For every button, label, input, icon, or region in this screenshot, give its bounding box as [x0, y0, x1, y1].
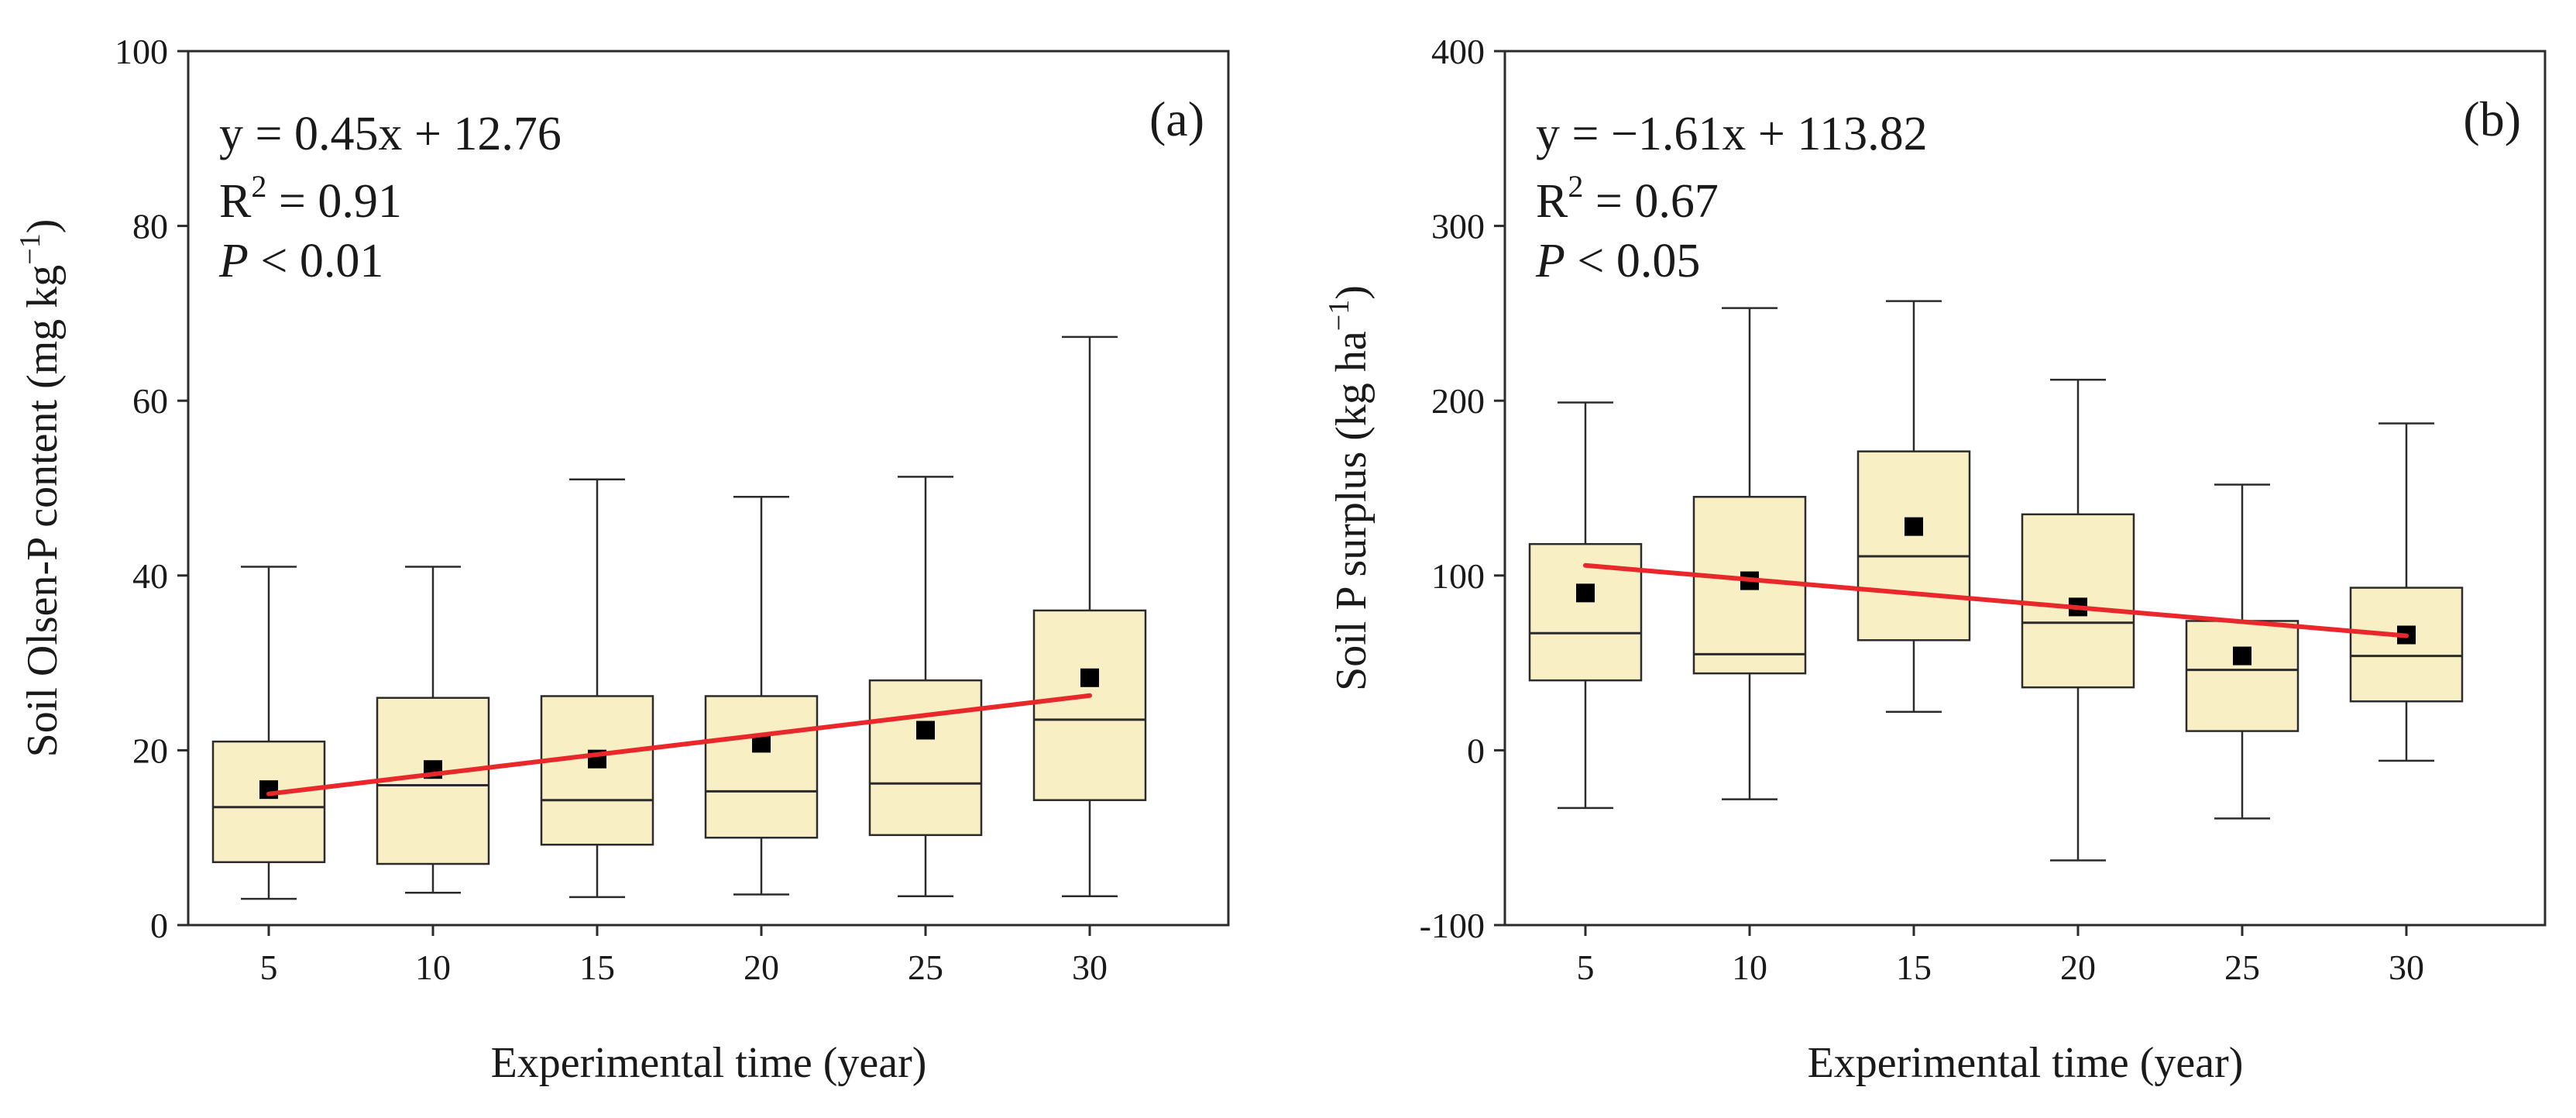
panel-b-label: (b) — [2463, 91, 2521, 146]
panel-a-x-tick-label: 10 — [415, 948, 451, 987]
panel-b-plot-frame — [1503, 50, 2547, 927]
panel-a-equation: y = 0.45x + 12.76 — [219, 108, 562, 160]
mean-marker — [1905, 517, 1923, 536]
panel-a-x-tick-label: 25 — [908, 948, 943, 987]
panel-b-regression — [1583, 562, 2409, 638]
panel-a-box-25 — [868, 476, 983, 898]
iqr-box — [2349, 587, 2464, 703]
panel-a-olsen-p: 0 20 40 60 80 100 5 10 15 20 25 30 (a) y = 0.45x +… — [14, 32, 1230, 1087]
panel-a-x-tick-label: 15 — [579, 948, 615, 987]
panel-a-x-tick-label: 5 — [260, 948, 278, 987]
mean-marker — [2233, 646, 2251, 666]
panel-a-x-axis-title: Experimental time (year) — [491, 1039, 927, 1087]
panel-b-regression-line — [1583, 562, 2409, 638]
panel-a-box-30 — [1032, 335, 1147, 898]
panel-a-p-value: P < 0.01 — [218, 235, 383, 287]
panel-b-p-value: P < 0.05 — [1535, 235, 1700, 287]
panel-a-y-tick-label: 100 — [115, 32, 168, 71]
panel-b-y-tick-label: 0 — [1467, 731, 1485, 770]
panel-b-y-tick-label: -100 — [1420, 906, 1485, 945]
iqr-box — [2185, 620, 2300, 732]
panel-a-y-tick-label: 80 — [132, 207, 168, 246]
panel-a-y-tick-label: 20 — [132, 731, 168, 770]
panel-a-box-20 — [704, 496, 819, 896]
panel-a-plot-frame — [187, 50, 1230, 927]
panel-b-x-axis: 5 10 15 20 25 30 — [1577, 925, 2424, 987]
panel-b-y-axis: -100 0 100 200 300 400 — [1420, 32, 1505, 945]
panel-b-box-10 — [1692, 307, 1807, 800]
mean-marker — [916, 721, 935, 740]
iqr-box — [540, 695, 654, 846]
panel-a-x-tick-label: 30 — [1072, 948, 1108, 987]
panel-b-r-squared: R2 = 0.67 — [1536, 169, 1719, 228]
panel-a-y-axis: 0 20 40 60 80 100 — [115, 32, 188, 945]
panel-b-y-tick-label: 400 — [1431, 32, 1485, 71]
panel-a-box-5 — [211, 566, 326, 900]
panel-b-box-30 — [2349, 422, 2464, 762]
panel-b-x-tick-label: 25 — [2224, 948, 2260, 987]
panel-a-x-axis: 5 10 15 20 25 30 — [260, 925, 1108, 987]
panel-b-box-25 — [2185, 483, 2300, 820]
panel-b-box-15 — [1856, 300, 1971, 714]
panel-b-y-tick-label: 200 — [1431, 381, 1485, 421]
panel-b-box-20 — [2021, 378, 2135, 862]
mean-marker — [1080, 668, 1099, 687]
panel-b-equation: y = −1.61x + 113.82 — [1536, 108, 1928, 160]
panel-a-box-10 — [376, 566, 490, 894]
panel-b-x-tick-label: 5 — [1577, 948, 1595, 987]
iqr-box — [211, 740, 326, 864]
iqr-box — [868, 679, 983, 837]
panel-b-p-surplus: -100 0 100 200 300 400 5 10 15 20 25 30 (b) y = −1… — [1323, 32, 2547, 1087]
panel-b-x-axis-title: Experimental time (year) — [1808, 1039, 2244, 1087]
panel-a-y-axis-title: Soil Olsen-P content (mg kg−1) — [14, 219, 67, 758]
panel-a-y-tick-label: 60 — [132, 381, 168, 421]
panel-a-regression-line — [266, 693, 1092, 796]
panel-a-y-tick-label: 0 — [150, 906, 168, 945]
panel-a-label: (a) — [1149, 91, 1204, 146]
panel-b-boxes — [1528, 300, 2464, 862]
panel-b-y-tick-label: 300 — [1431, 207, 1485, 246]
panel-b-y-axis-title: Soil P surplus (kg ha−1) — [1323, 285, 1376, 691]
panel-a-regression — [266, 693, 1092, 796]
panel-a-y-tick-label: 40 — [132, 556, 168, 596]
panel-a-x-tick-label: 20 — [744, 948, 779, 987]
panel-b-x-tick-label: 30 — [2389, 948, 2424, 987]
mean-marker — [1576, 583, 1595, 603]
panel-a-boxes — [211, 335, 1147, 900]
iqr-box — [704, 695, 819, 839]
panel-a-r-squared: R2 = 0.91 — [219, 169, 402, 228]
iqr-box — [1032, 609, 1147, 801]
panel-b-y-tick-label: 100 — [1431, 556, 1485, 596]
panel-b-box-5 — [1528, 401, 1643, 810]
iqr-box — [1856, 450, 1971, 642]
panel-b-x-tick-label: 15 — [1896, 948, 1932, 987]
panel-b-x-tick-label: 20 — [2060, 948, 2096, 987]
panel-b-x-tick-label: 10 — [1732, 948, 1767, 987]
panel-a-box-15 — [540, 478, 654, 899]
